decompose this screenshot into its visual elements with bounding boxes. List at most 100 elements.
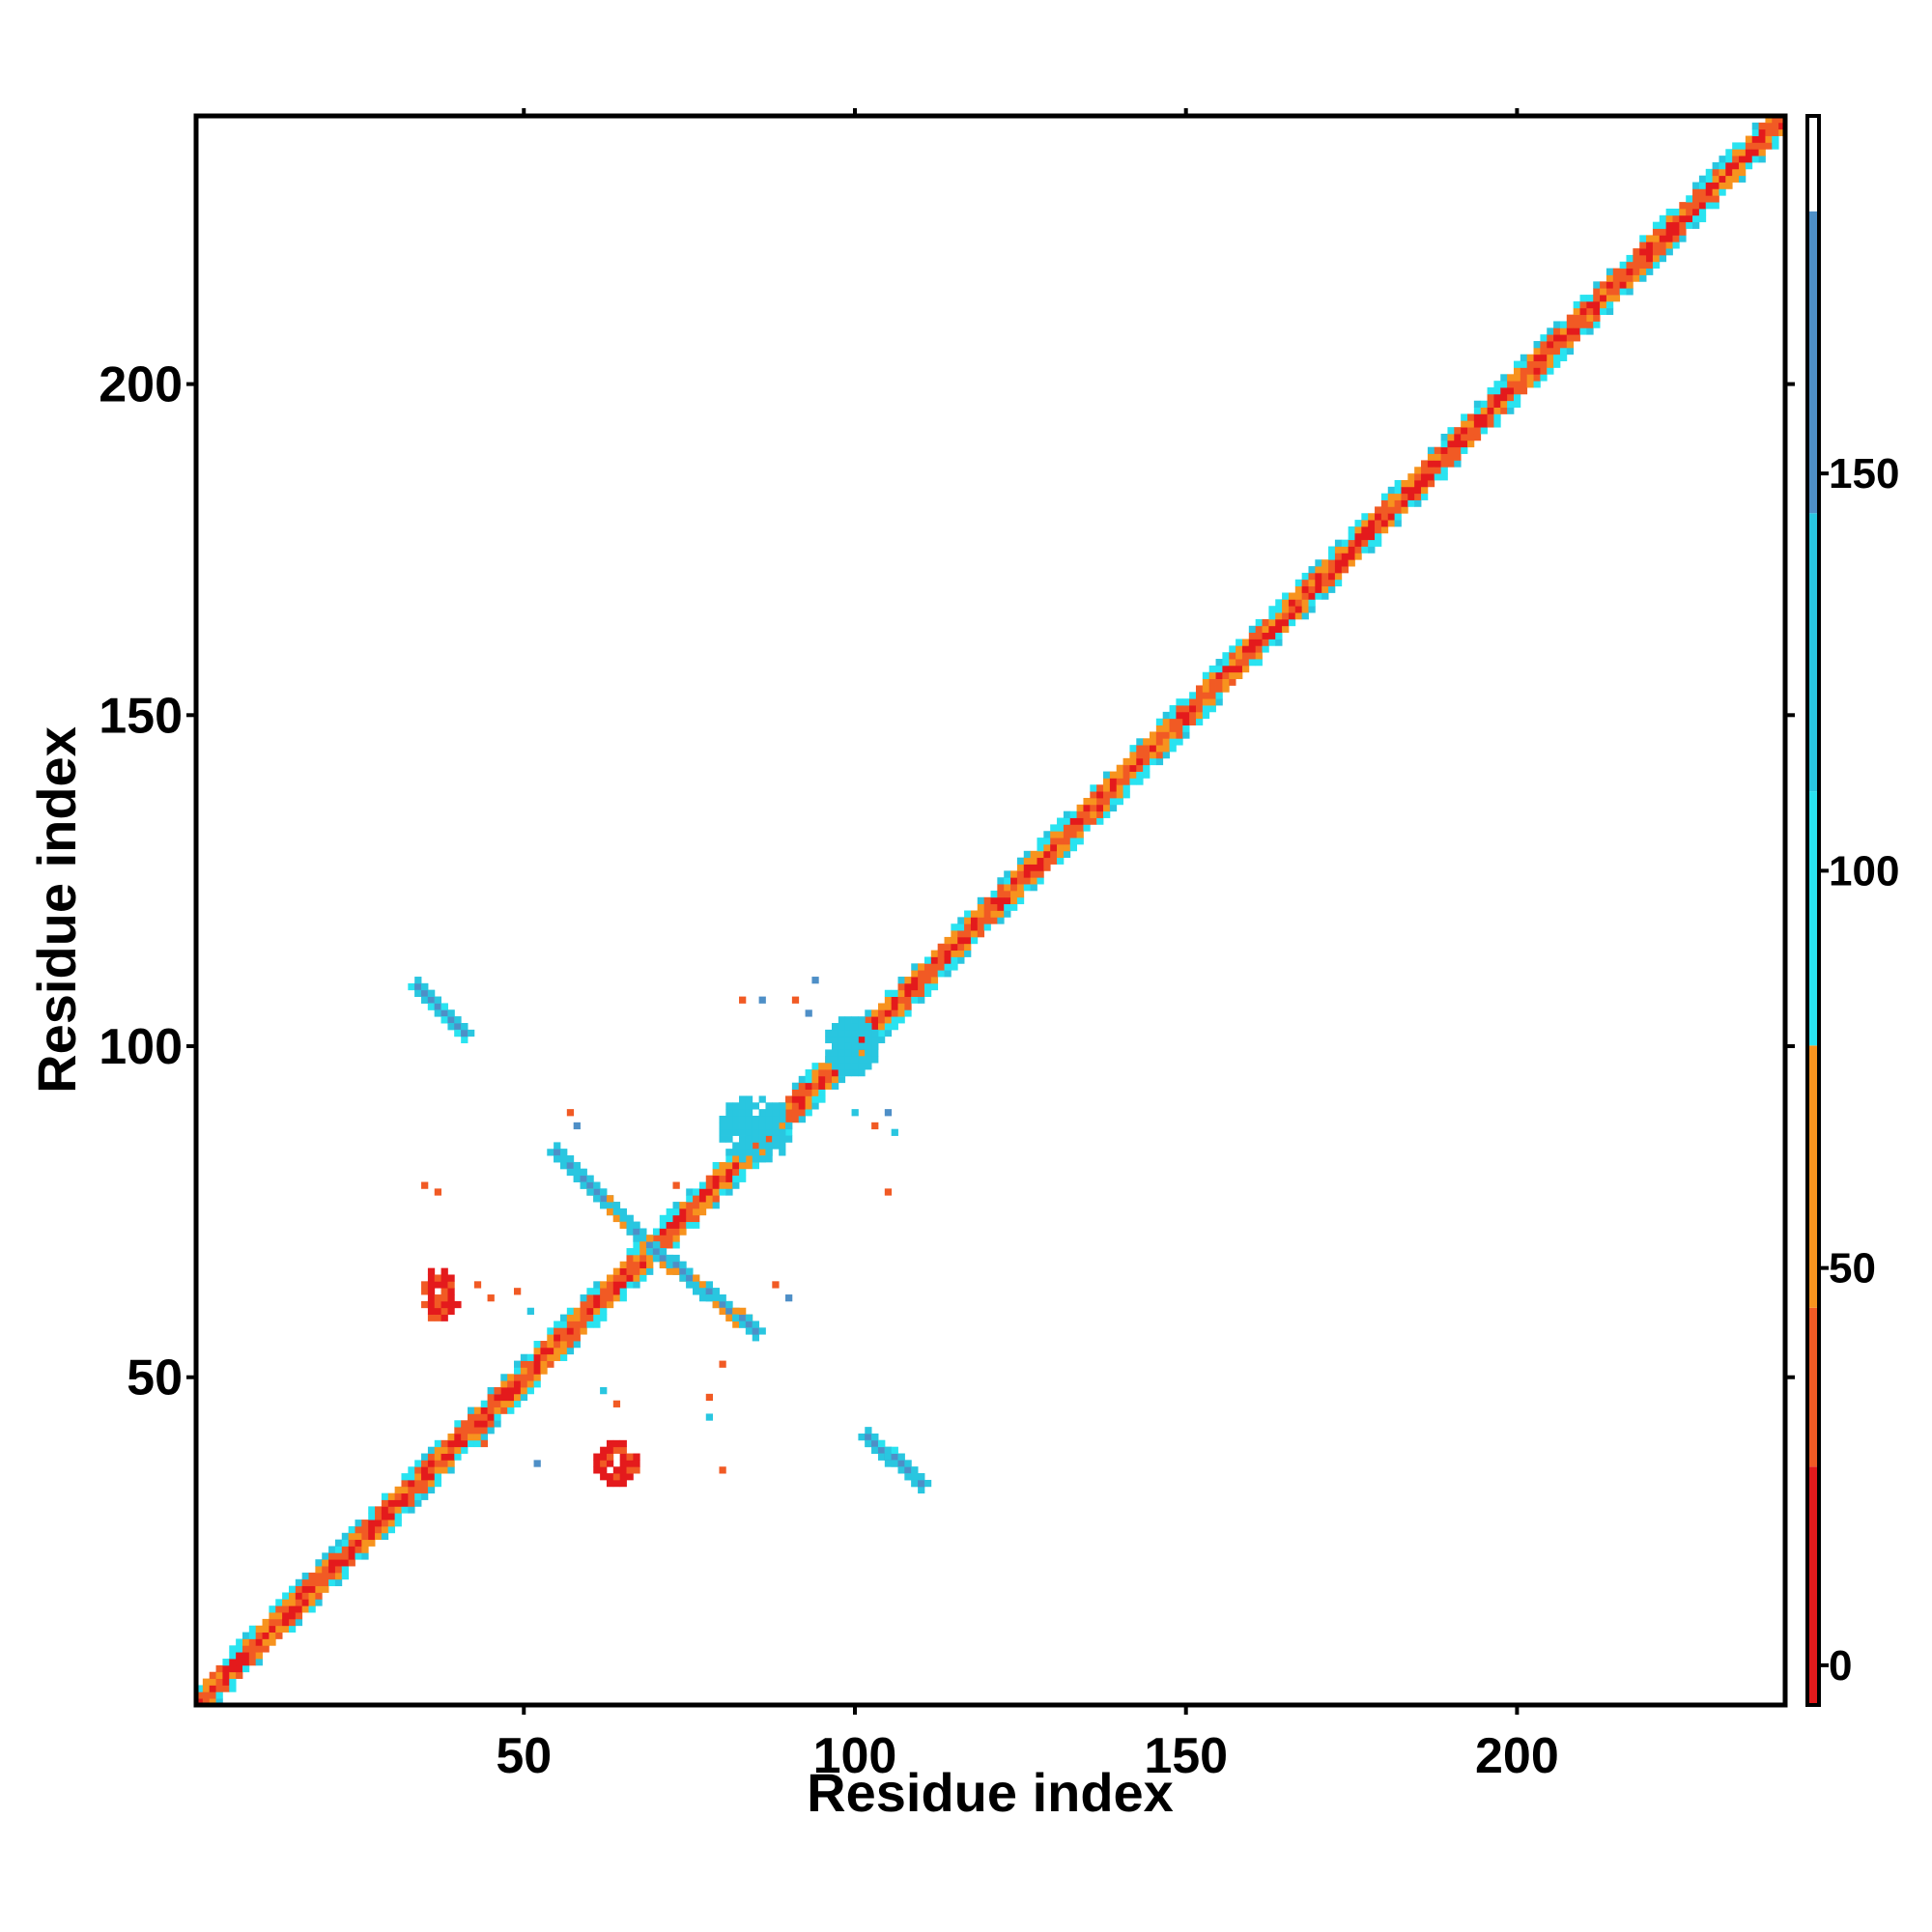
- diagonal-cell: [1050, 838, 1058, 845]
- contact-cell: [851, 1042, 859, 1050]
- diagonal-cell: [1096, 804, 1104, 812]
- contact-cell: [865, 1056, 872, 1064]
- diagonal-cell: [705, 1195, 714, 1203]
- diagonal-cell: [408, 1499, 415, 1507]
- contact-cell: [434, 1281, 441, 1289]
- diagonal-cell: [1155, 757, 1164, 766]
- diagonal-cell: [1176, 738, 1183, 746]
- diagonal-cell: [1069, 843, 1077, 852]
- diagonal-cell: [1751, 128, 1759, 136]
- diagonal-cell: [930, 977, 939, 984]
- contact-cell: [739, 1122, 747, 1130]
- diagonal-cell: [1334, 559, 1343, 567]
- diagonal-cell: [375, 1513, 383, 1520]
- diagonal-cell: [222, 1664, 230, 1673]
- diagonal-cell: [328, 1552, 336, 1560]
- diagonal-cell: [606, 1300, 614, 1309]
- diagonal-cell: [547, 1327, 554, 1335]
- diagonal-cell: [1739, 161, 1747, 170]
- diagonal-cell: [1248, 645, 1257, 653]
- diagonal-cell: [1487, 413, 1494, 421]
- diagonal-cell: [1686, 208, 1693, 216]
- diagonal-cell: [758, 1149, 766, 1156]
- contact-cell: [559, 1161, 568, 1170]
- diagonal-cell: [997, 910, 1005, 918]
- contact-cell: [844, 1063, 852, 1070]
- diagonal-cell: [1698, 182, 1707, 189]
- diagonal-cell: [1057, 838, 1065, 845]
- diagonal-cell: [1016, 877, 1025, 885]
- diagonal-cell: [1421, 493, 1429, 500]
- diagonal-cell: [1533, 367, 1541, 375]
- diagonal-cell: [904, 977, 912, 984]
- diagonal-cell: [222, 1678, 230, 1686]
- contact-cell: [427, 1288, 436, 1295]
- diagonal-cell: [1559, 334, 1568, 342]
- diagonal-cell: [964, 936, 972, 945]
- contact-cell: [606, 1479, 614, 1488]
- diagonal-cell: [361, 1546, 369, 1553]
- diagonal-cell: [1215, 698, 1223, 706]
- contact-cell: [891, 1128, 898, 1136]
- contact-cell: [633, 1466, 640, 1474]
- diagonal-cell: [1037, 877, 1044, 885]
- diagonal-cell: [440, 1453, 448, 1461]
- diagonal-cell: [1553, 347, 1561, 355]
- diagonal-cell: [646, 1254, 654, 1263]
- diagonal-cell: [1348, 532, 1355, 541]
- diagonal-cell: [1321, 592, 1329, 600]
- diagonal-cell: [606, 1281, 614, 1289]
- diagonal-cell: [1255, 659, 1263, 667]
- diagonal-cell: [884, 1029, 893, 1037]
- diagonal-cell: [586, 1300, 594, 1309]
- diagonal-cell: [1255, 618, 1263, 627]
- contact-cell: [659, 1248, 668, 1256]
- contact-cell: [612, 1202, 621, 1209]
- contact-cell: [851, 1036, 859, 1043]
- diagonal-cell: [1375, 532, 1382, 541]
- diagonal-cell: [1116, 784, 1123, 792]
- diagonal-cell: [1500, 393, 1508, 402]
- contact-cell: [752, 1128, 759, 1136]
- diagonal-cell: [1553, 341, 1561, 349]
- diagonal-cell: [1421, 467, 1429, 474]
- colorbar-segment: [1807, 211, 1819, 514]
- diagonal-cell: [1427, 467, 1435, 474]
- contact-cell: [858, 1016, 866, 1024]
- diagonal-cell: [1308, 585, 1316, 593]
- diagonal-cell: [732, 1161, 740, 1170]
- diagonal-cell: [1083, 817, 1091, 825]
- diagonal-cell: [1745, 156, 1753, 163]
- diagonal-cell: [368, 1525, 376, 1534]
- contact-cell: [785, 1122, 793, 1130]
- diagonal-cell: [923, 982, 932, 991]
- diagonal-cell: [348, 1525, 355, 1534]
- diagonal-cell: [1282, 612, 1290, 620]
- contact-cell: [461, 1023, 469, 1031]
- diagonal-cell: [1705, 175, 1713, 183]
- contact-cell: [698, 1288, 707, 1295]
- diagonal-cell: [1698, 195, 1707, 203]
- contact-cell: [719, 1135, 726, 1143]
- diagonal-cell: [434, 1466, 441, 1474]
- diagonal-cell: [779, 1122, 786, 1130]
- y-tick-label: 50: [127, 1350, 183, 1406]
- diagonal-cell: [633, 1248, 640, 1256]
- diagonal-cell: [1421, 479, 1429, 488]
- contact-cell: [844, 1049, 852, 1057]
- diagonal-cell: [818, 1082, 826, 1090]
- diagonal-cell: [1447, 434, 1455, 441]
- diagonal-cell: [368, 1539, 376, 1547]
- diagonal-cell: [891, 1016, 898, 1024]
- diagonal-cell: [1440, 440, 1448, 448]
- contact-cell: [593, 1466, 601, 1474]
- diagonal-cell: [1348, 539, 1355, 547]
- diagonal-cell: [1579, 327, 1587, 335]
- diagonal-cell: [1076, 817, 1084, 825]
- diagonal-cell: [401, 1473, 409, 1481]
- diagonal-cell: [1553, 327, 1561, 335]
- diagonal-cell: [1328, 585, 1336, 593]
- diagonal-cell: [1758, 135, 1766, 143]
- contact-cell: [725, 1115, 733, 1123]
- diagonal-cell: [712, 1161, 720, 1170]
